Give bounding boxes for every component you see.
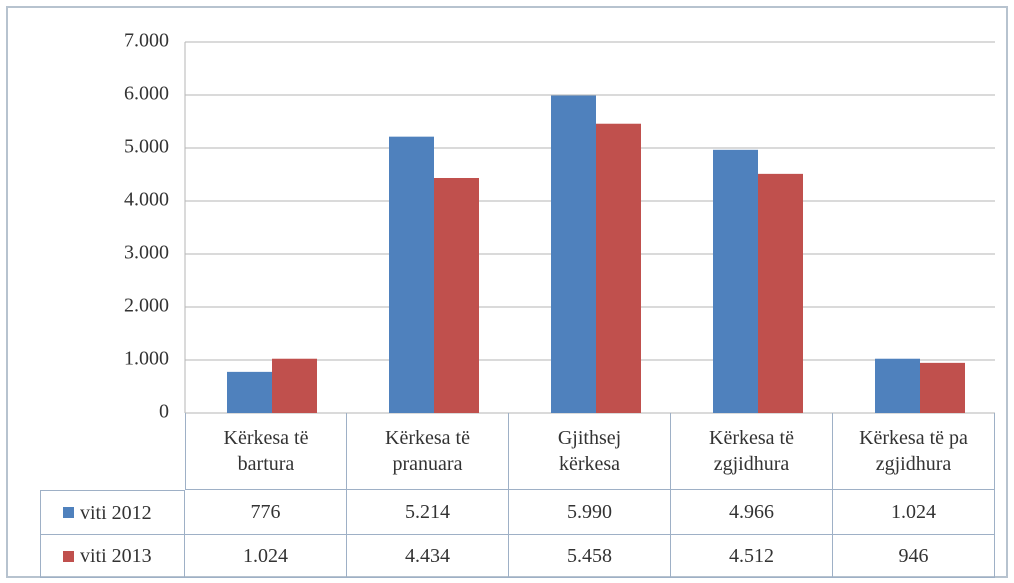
value-cell-text: 1.024 xyxy=(891,501,936,523)
value-cell: 1.024 xyxy=(185,535,347,578)
value-cell-text: 946 xyxy=(898,545,929,567)
value-cell: 776 xyxy=(185,490,347,535)
bar xyxy=(758,173,803,413)
category-header: Gjithsej kërkesa xyxy=(509,413,671,490)
value-cell-text: 776 xyxy=(250,501,281,523)
category-header: Kërkesa të zgjidhura xyxy=(671,413,833,490)
bar xyxy=(596,123,641,413)
legend-cell: viti 2013 xyxy=(40,535,185,578)
bar xyxy=(875,358,920,413)
category-header-text: Kërkesa të zgjidhura xyxy=(709,427,794,475)
value-cell-text: 4.512 xyxy=(729,545,774,567)
bar xyxy=(389,136,434,413)
category-header-text: Kërkesa të pranuara xyxy=(385,427,470,475)
legend-label: viti 2012 xyxy=(80,501,152,524)
value-cell-text: 1.024 xyxy=(243,545,288,567)
chart-frame xyxy=(6,6,1008,578)
value-cell: 946 xyxy=(833,535,995,578)
y-tick-label: 5.000 xyxy=(124,136,169,158)
value-cell: 5.458 xyxy=(509,535,671,578)
y-tick-label: 1.000 xyxy=(124,348,169,370)
legend-swatch xyxy=(63,507,74,518)
bar xyxy=(434,177,479,413)
value-cell-text: 5.458 xyxy=(567,545,612,567)
y-tick-label: 2.000 xyxy=(124,295,169,317)
value-cell: 4.434 xyxy=(347,535,509,578)
y-tick-label: 6.000 xyxy=(124,83,169,105)
category-header-text: Kërkesa të pa zgjidhura xyxy=(859,427,968,475)
category-header: Kërkesa të pa zgjidhura xyxy=(833,413,995,490)
category-header: Kërkesa të bartura xyxy=(185,413,347,490)
y-tick-label: 4.000 xyxy=(124,189,169,211)
category-header-text: Gjithsej kërkesa xyxy=(557,427,622,475)
value-cell: 1.024 xyxy=(833,490,995,535)
value-cell-text: 4.966 xyxy=(729,501,774,523)
bar xyxy=(227,371,272,413)
value-cell-text: 5.214 xyxy=(405,501,450,523)
bar xyxy=(713,149,758,413)
bar xyxy=(272,358,317,413)
value-cell: 4.512 xyxy=(671,535,833,578)
y-tick-label: 7.000 xyxy=(124,30,169,52)
legend-swatch xyxy=(63,550,74,562)
y-tick-label: 0 xyxy=(159,401,169,423)
bar xyxy=(551,95,596,413)
category-header-text: Kërkesa të bartura xyxy=(223,427,309,475)
category-header: Kërkesa të pranuara xyxy=(347,413,509,490)
value-cell-text: 5.990 xyxy=(567,501,612,523)
legend-cell: viti 2012 xyxy=(40,490,185,535)
value-cell: 5.214 xyxy=(347,490,509,535)
y-tick-label: 3.000 xyxy=(124,242,169,264)
value-cell: 5.990 xyxy=(509,490,671,535)
legend-label: viti 2013 xyxy=(80,545,152,567)
value-cell-text: 4.434 xyxy=(405,545,450,567)
value-cell: 4.966 xyxy=(671,490,833,535)
bar xyxy=(920,362,965,413)
